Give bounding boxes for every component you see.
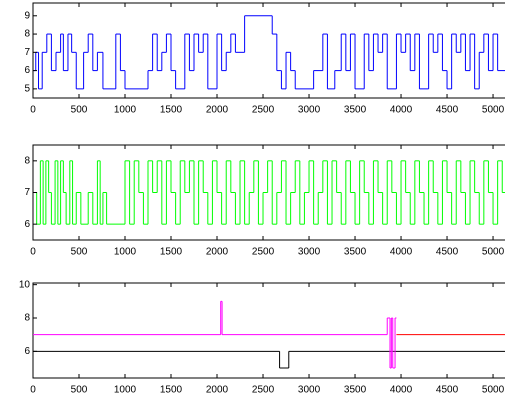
x-tick-label: 1500	[160, 385, 183, 396]
x-tick-label: 1000	[114, 385, 137, 396]
x-tick-label: 2500	[252, 105, 275, 116]
x-tick-label: 3000	[298, 385, 321, 396]
x-tick-label: 0	[30, 105, 36, 116]
x-tick-label: 4000	[390, 247, 413, 258]
x-tick-label: 3000	[298, 247, 321, 258]
y-tick-label: 9	[24, 10, 30, 21]
x-tick-label: 3500	[344, 247, 367, 258]
x-tick-label: 0	[30, 385, 36, 396]
x-tick-label: 4500	[436, 385, 459, 396]
y-tick-label: 6	[24, 346, 30, 357]
x-tick-label: 1000	[114, 105, 137, 116]
x-tick-label: 3000	[298, 105, 321, 116]
y-tick-label: 6	[24, 65, 30, 76]
x-tick-label: 3500	[344, 385, 367, 396]
x-tick-label: 2500	[252, 247, 275, 258]
x-tick-label: 5000	[482, 105, 505, 116]
y-tick-label: 7	[24, 47, 30, 58]
x-tick-label: 2000	[206, 105, 229, 116]
y-tick-label: 5	[24, 84, 30, 95]
x-tick-label: 3500	[344, 105, 367, 116]
x-tick-label: 5000	[482, 247, 505, 258]
x-tick-label: 500	[71, 247, 88, 258]
axes-background	[32, 282, 505, 379]
x-tick-label: 1000	[114, 247, 137, 258]
x-tick-label: 1500	[160, 247, 183, 258]
x-tick-label: 4000	[390, 105, 413, 116]
x-tick-label: 2000	[206, 247, 229, 258]
y-tick-label: 8	[24, 29, 30, 40]
x-tick-label: 4500	[436, 247, 459, 258]
y-tick-label: 8	[24, 313, 30, 324]
y-tick-label: 10	[19, 279, 31, 290]
y-tick-label: 7	[24, 187, 30, 198]
x-tick-label: 500	[71, 105, 88, 116]
x-tick-label: 4000	[390, 385, 413, 396]
y-tick-label: 6	[24, 219, 30, 230]
x-tick-label: 0	[30, 247, 36, 258]
x-tick-label: 500	[71, 385, 88, 396]
axes-background	[32, 2, 505, 99]
x-tick-label: 4500	[436, 105, 459, 116]
x-tick-label: 1500	[160, 105, 183, 116]
x-tick-label: 5000	[482, 385, 505, 396]
x-tick-label: 2000	[206, 385, 229, 396]
x-tick-label: 2500	[252, 385, 275, 396]
y-tick-label: 8	[24, 155, 30, 166]
